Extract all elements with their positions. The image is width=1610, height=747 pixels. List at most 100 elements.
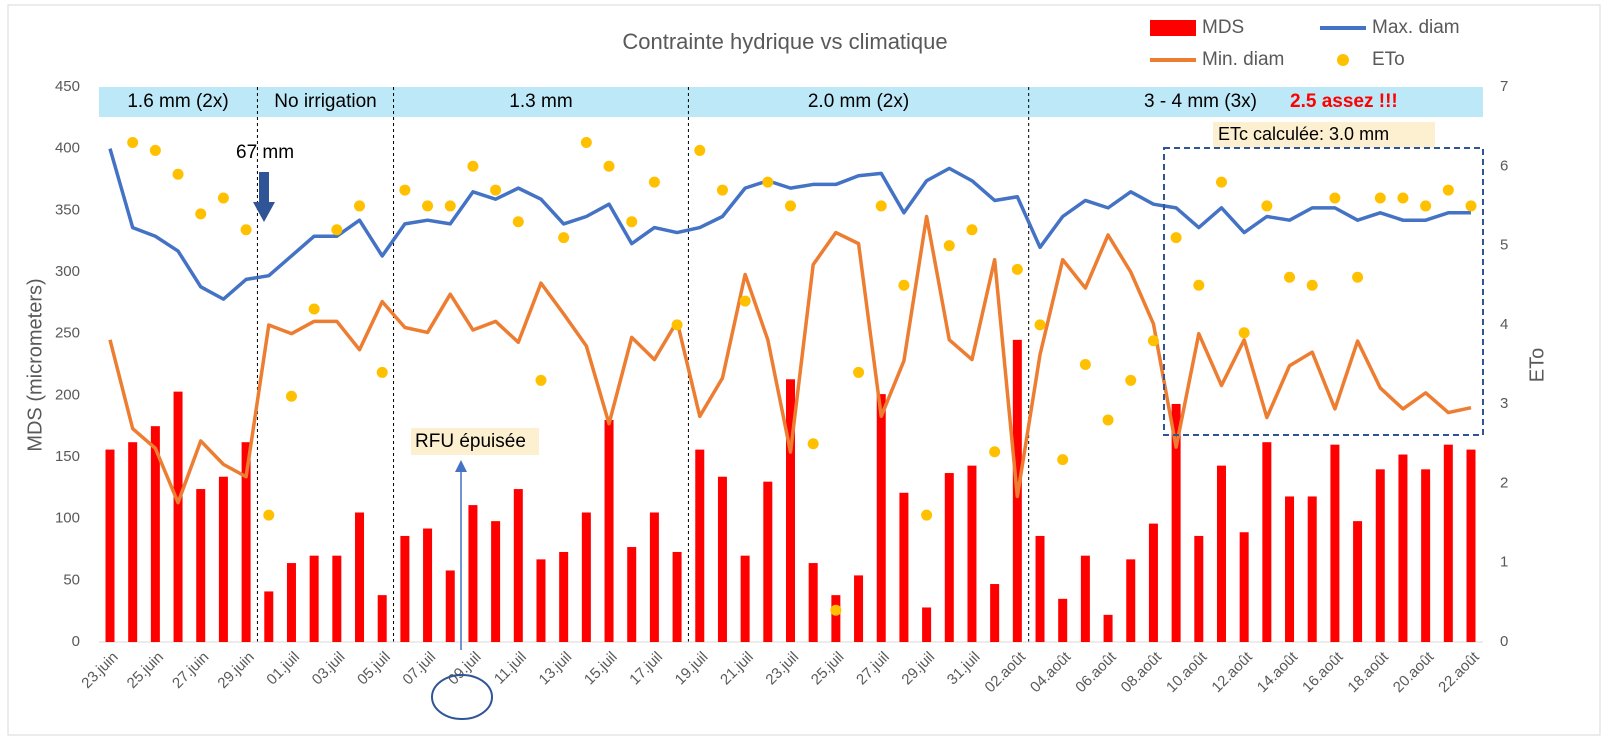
- dot: [149, 144, 161, 156]
- bar: [1443, 444, 1453, 642]
- rfu-circle: [431, 674, 493, 720]
- y-tick-label: 50: [63, 571, 80, 588]
- dot: [399, 184, 411, 196]
- dot: [1374, 192, 1386, 204]
- bar: [150, 426, 160, 642]
- bar: [1194, 535, 1204, 642]
- dot: [1284, 271, 1296, 283]
- dot: [512, 216, 524, 228]
- bar: [309, 555, 319, 642]
- period-label: 1.6 mm (2x): [127, 91, 228, 112]
- bar: [1239, 532, 1249, 642]
- bar: [105, 449, 115, 642]
- bar: [627, 547, 637, 642]
- y2-axis-label: ETo: [1526, 348, 1548, 382]
- bar: [468, 505, 478, 642]
- bar: [922, 607, 932, 642]
- dot: [875, 200, 887, 212]
- bar: [1103, 614, 1113, 642]
- y-tick-label: 200: [55, 386, 80, 403]
- y-axis-label: MDS (micrometers): [24, 278, 46, 451]
- bar: [1330, 444, 1340, 642]
- bar: [990, 584, 1000, 642]
- dot: [1193, 279, 1205, 291]
- dot: [1329, 192, 1341, 204]
- bar: [1171, 403, 1181, 642]
- dot: [240, 224, 252, 236]
- bar: [695, 449, 705, 642]
- legend-swatch: [1337, 54, 1349, 66]
- dot: [127, 137, 139, 148]
- bar: [672, 551, 682, 642]
- dot: [921, 509, 933, 521]
- bar: [377, 595, 387, 642]
- dot: [444, 200, 456, 212]
- y2-tick-label: 7: [1500, 78, 1508, 95]
- bar: [1216, 465, 1226, 642]
- dot: [263, 509, 275, 521]
- bar: [355, 512, 365, 642]
- dot: [1352, 271, 1364, 283]
- chart-title: Contrainte hydrique vs climatique: [622, 29, 947, 54]
- dot: [1420, 200, 1432, 212]
- bar: [1148, 523, 1158, 642]
- dot: [1079, 359, 1091, 370]
- y2-tick-label: 4: [1500, 316, 1508, 333]
- dot: [966, 224, 978, 236]
- dot: [671, 319, 683, 331]
- bar: [513, 489, 523, 642]
- bar: [536, 559, 546, 642]
- legend-label: Min. diam: [1202, 49, 1284, 70]
- line: [108, 214, 1472, 505]
- bar: [332, 555, 342, 642]
- legend-swatch: [1150, 20, 1196, 36]
- dot: [1034, 319, 1046, 331]
- bar: [876, 394, 886, 642]
- y2-tick-label: 5: [1500, 237, 1508, 254]
- dot: [1170, 232, 1182, 244]
- bar: [604, 420, 614, 642]
- dot: [467, 160, 479, 172]
- dot: [603, 160, 615, 172]
- dot: [739, 295, 751, 307]
- bar: [1262, 442, 1272, 642]
- bar: [1353, 521, 1363, 642]
- dot: [535, 374, 547, 386]
- bar: [241, 442, 251, 642]
- bar: [218, 476, 228, 642]
- y-tick-label: 300: [55, 263, 80, 280]
- dot: [1465, 200, 1477, 212]
- line: [108, 148, 1471, 301]
- bar: [173, 391, 183, 642]
- bar: [717, 476, 727, 642]
- bar: [944, 473, 954, 642]
- period-band: [99, 87, 1483, 117]
- bar: [649, 512, 659, 642]
- bar: [1375, 469, 1385, 642]
- period-label: 3 - 4 mm (3x): [1144, 91, 1257, 112]
- bar: [581, 512, 591, 642]
- period-label: 2.0 mm (2x): [808, 91, 909, 112]
- dot: [558, 232, 570, 244]
- bar: [1307, 496, 1317, 642]
- dot: [1215, 176, 1227, 188]
- dot: [1261, 200, 1273, 212]
- bar: [786, 379, 795, 642]
- dot: [1125, 374, 1137, 386]
- dot: [1011, 263, 1023, 275]
- legend-label: MDS: [1202, 17, 1244, 38]
- bar: [286, 563, 296, 642]
- bar: [196, 489, 206, 642]
- dot: [830, 604, 842, 616]
- dot: [1057, 454, 1069, 466]
- bar: [899, 492, 909, 642]
- dot: [1147, 335, 1159, 347]
- etc-note: ETc calculée: 3.0 mm: [1218, 124, 1389, 144]
- bar: [740, 555, 750, 642]
- y2-tick-label: 1: [1500, 554, 1508, 571]
- rfu-note: RFU épuisée: [415, 431, 526, 452]
- y-tick-label: 250: [55, 325, 80, 342]
- bar: [400, 535, 410, 642]
- rfu-box: [411, 428, 539, 455]
